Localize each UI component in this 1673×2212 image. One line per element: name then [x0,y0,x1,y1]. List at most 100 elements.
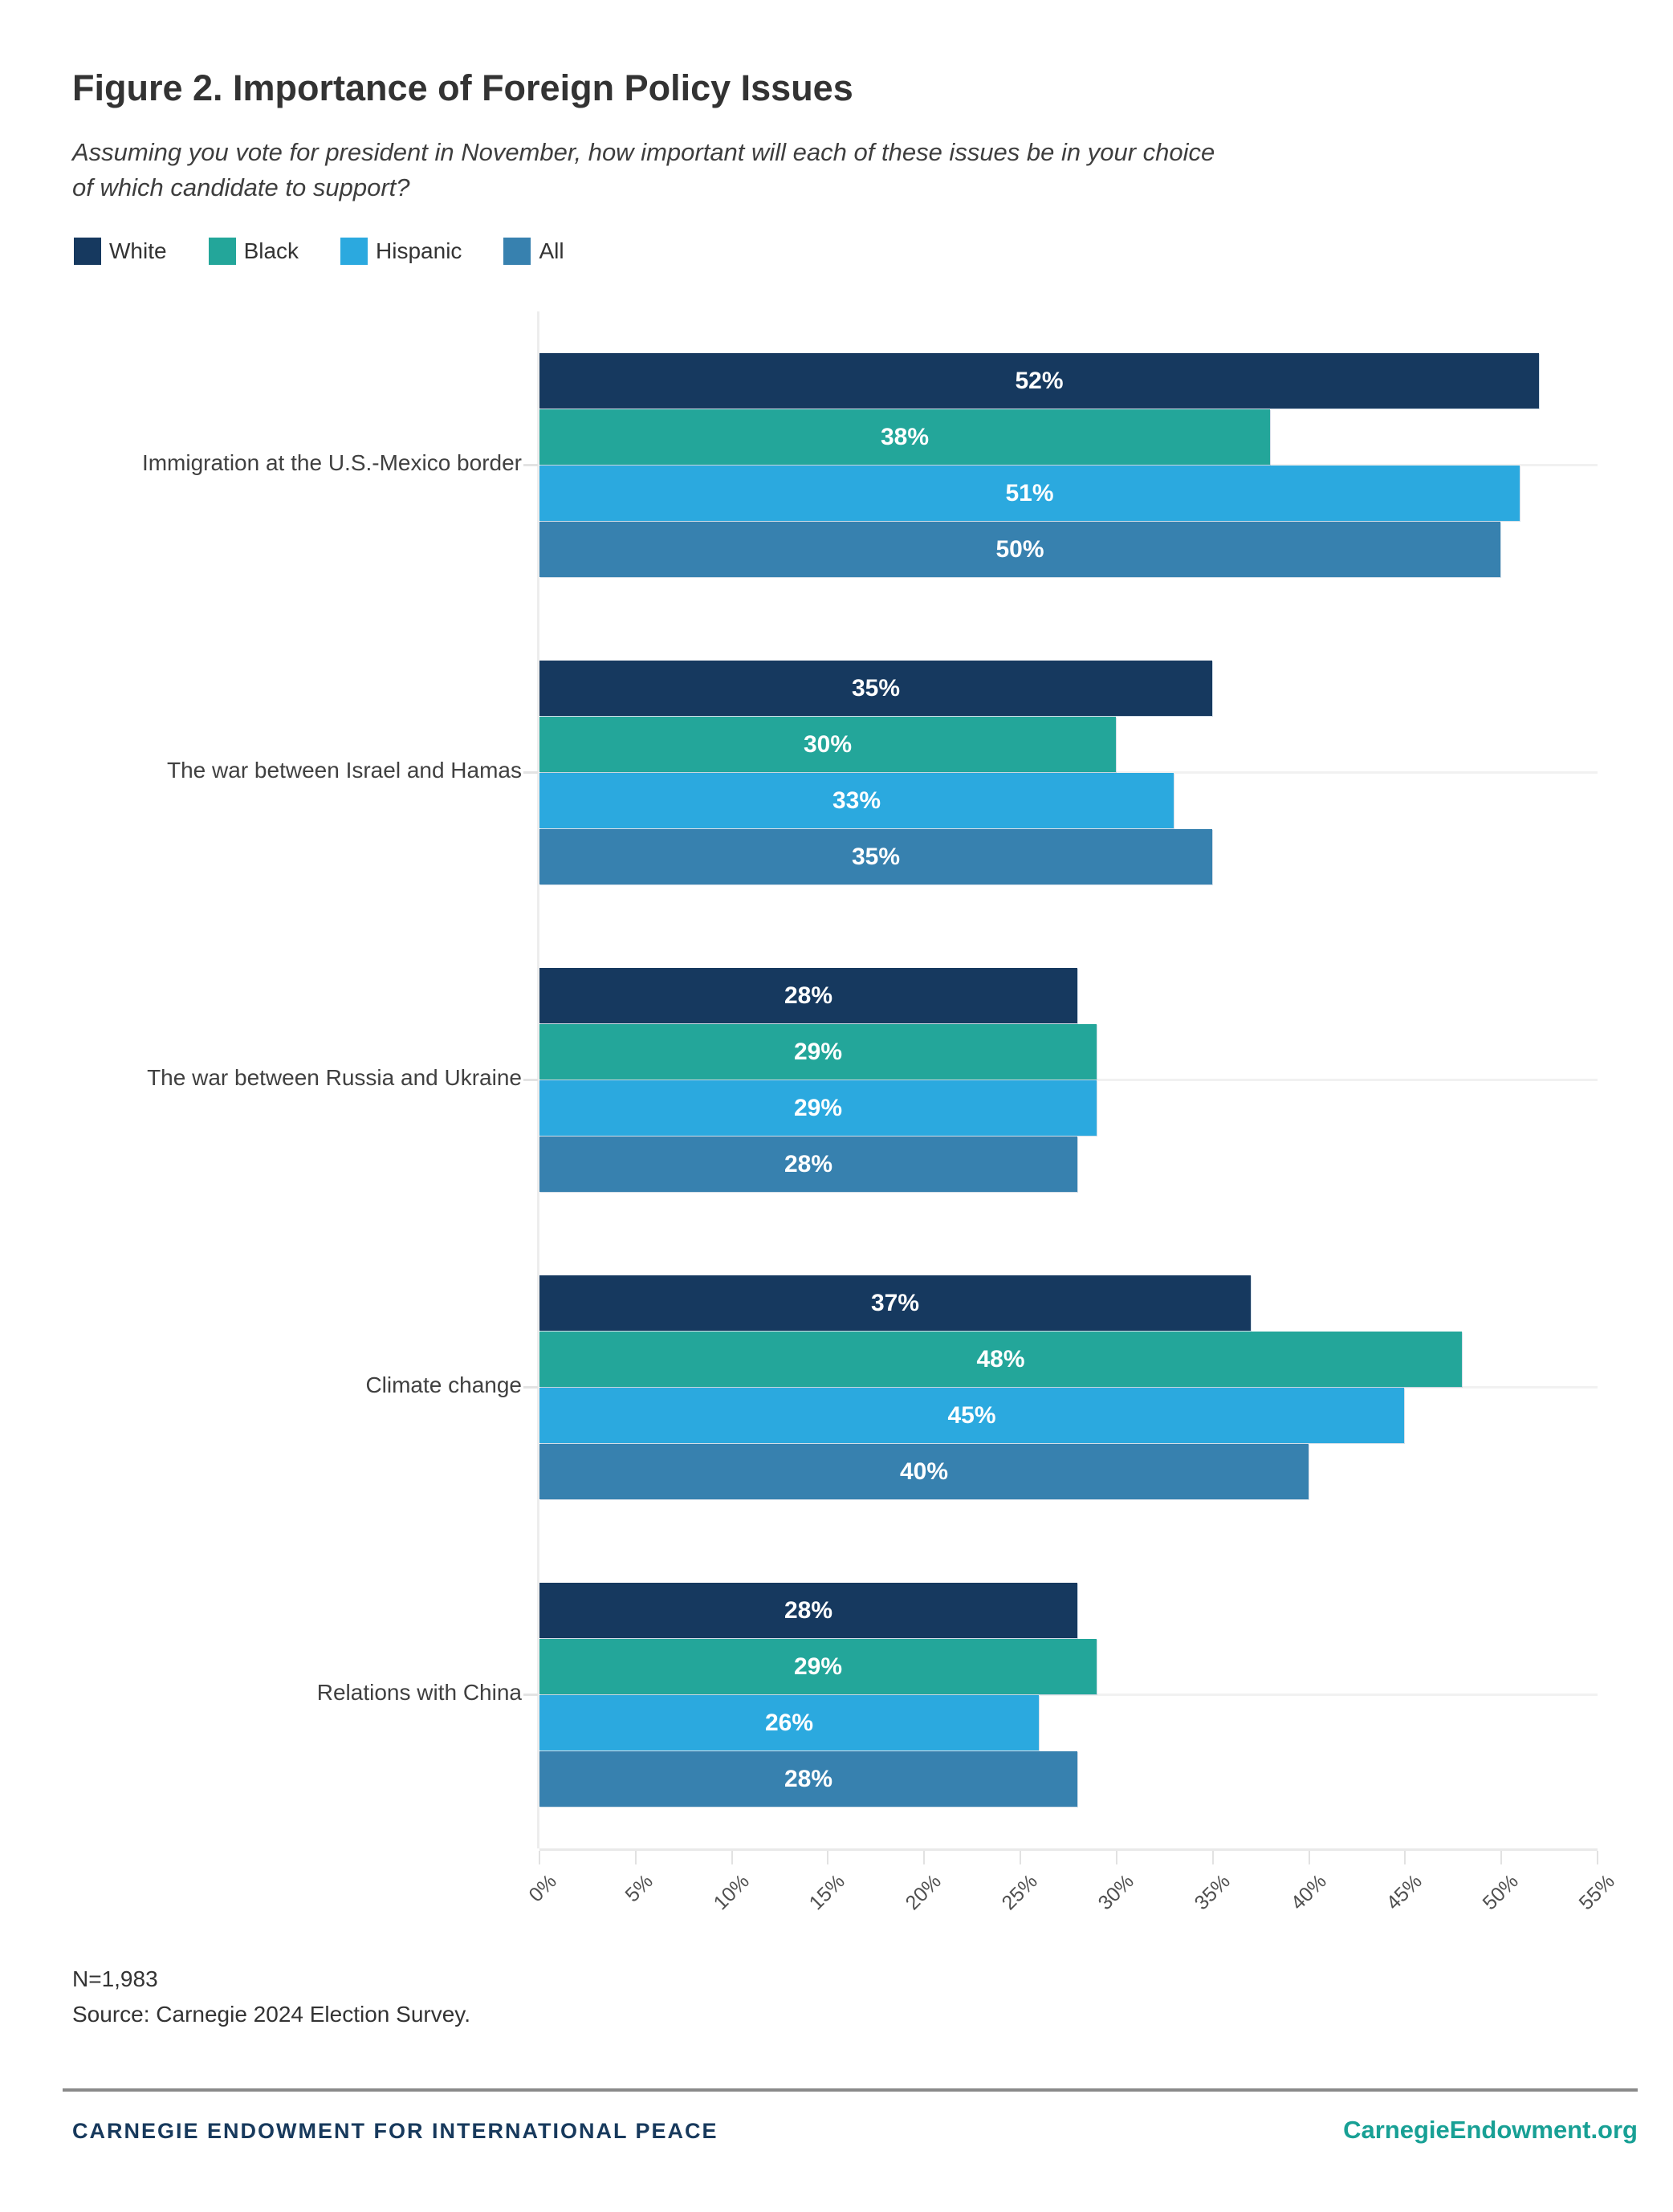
x-axis-tick-label: 55% [1574,1870,1619,1915]
bar-value-label: 35% [851,844,901,870]
x-axis-tick-label: 45% [1382,1870,1427,1915]
legend-label: Black [243,238,299,263]
bar-black: 38% [539,409,1270,465]
category-gridline [539,771,1598,774]
legend-label: All [539,238,564,263]
bar-all: 35% [539,829,1212,884]
x-axis-tick [635,1851,637,1864]
x-axis-tick-label: 35% [1190,1870,1235,1915]
bar-white: 28% [539,968,1077,1023]
category-label: Climate change [365,1372,522,1397]
x-axis-tick-label: 10% [709,1870,754,1915]
bar-all: 28% [539,1136,1077,1192]
x-axis-tick [1404,1851,1406,1864]
bar-value-label: 29% [793,1095,843,1121]
bar-value-label: 51% [1005,480,1054,506]
legend-label: Hispanic [376,238,462,263]
bar-value-label: 28% [784,1597,833,1624]
category-row: The war between Israel and Hamas 35% 30% 33… [0,619,1673,926]
bar-hispanic: 33% [539,773,1174,828]
legend-swatch-icon [74,238,101,265]
subtitle-line-1: Assuming you vote for president in Novem… [72,138,1215,166]
x-axis-tick [1500,1851,1502,1864]
category-gridline [539,1386,1598,1389]
subtitle-line-2: of which candidate to support? [72,173,410,201]
bar-all: 50% [539,522,1500,577]
bar-white: 28% [539,1583,1077,1638]
category-label: The war between Russia and Ukraine [147,1065,522,1090]
bar-hispanic: 29% [539,1080,1097,1136]
bar-value-label: 28% [784,1151,833,1177]
bar-black: 29% [539,1024,1097,1080]
x-axis-tick-label: 50% [1478,1870,1523,1915]
legend-item-white: White [74,238,167,265]
x-axis-tick [1309,1851,1310,1864]
x-axis-tick-label: 5% [621,1870,657,1907]
footer-website-link[interactable]: CarnegieEndowment.org [1343,2116,1638,2144]
x-axis-tick-label: 25% [997,1870,1042,1915]
source-note: Source: Carnegie 2024 Election Survey. [72,2002,470,2027]
bar-value-label: 29% [793,1653,843,1680]
category-label: Relations with China [316,1680,522,1705]
legend-label: White [109,238,167,263]
bar-value-label: 45% [947,1402,996,1429]
bar-value-label: 52% [1015,368,1064,394]
legend-item-all: All [503,238,564,265]
bar-value-label: 48% [976,1346,1025,1372]
legend-swatch-icon [503,238,531,265]
x-axis-tick [1212,1851,1214,1864]
category-row: Climate change 37% 48% 45% 40% [0,1234,1673,1541]
x-axis-tick [1597,1851,1598,1864]
page-footer: CARNEGIE ENDOWMENT FOR INTERNATIONAL PEA… [72,2116,1638,2145]
category-gridline [539,464,1598,466]
bar-all: 28% [539,1751,1077,1807]
category-row: Relations with China 28% 29% 26% 28% [0,1541,1673,1848]
bar-value-label: 37% [870,1290,920,1316]
x-axis-tick [731,1851,733,1864]
bar-chart: Immigration at the U.S.-Mexico border 52%… [0,311,1673,1997]
legend-item-black: Black [208,238,299,265]
y-axis-tick [523,1079,538,1081]
category-gridline [539,1079,1598,1081]
bar-value-label: 30% [803,731,853,758]
bar-white: 35% [539,661,1212,716]
legend-item-hispanic: Hispanic [340,238,462,265]
category-label: The war between Israel and Hamas [167,758,522,783]
bar-white: 52% [539,353,1539,409]
x-axis-tick-label: 0% [524,1870,561,1907]
bar-value-label: 38% [880,424,930,450]
y-axis-tick [523,1694,538,1696]
footer-divider [63,2088,1638,2092]
bar-white: 37% [539,1275,1251,1331]
bar-value-label: 28% [784,1766,833,1792]
bar-value-label: 50% [995,536,1044,563]
x-axis-tick-label: 40% [1286,1870,1331,1915]
legend-swatch-icon [340,238,368,265]
x-axis-line [539,1848,1598,1851]
bar-value-label: 29% [793,1039,843,1065]
category-row: Immigration at the U.S.-Mexico border 52%… [0,311,1673,619]
legend: White Black Hispanic All [74,238,564,265]
y-axis-tick [523,464,538,466]
x-axis-tick [923,1851,925,1864]
x-axis-tick-label: 20% [901,1870,946,1915]
bar-hispanic: 51% [539,466,1520,521]
figure-title: Figure 2. Importance of Foreign Policy I… [72,67,853,108]
bar-hispanic: 26% [539,1695,1039,1750]
bar-value-label: 40% [899,1458,949,1485]
chart-notes: N=1,983 Source: Carnegie 2024 Election S… [72,1962,470,2032]
y-axis-tick [523,771,538,774]
bar-black: 30% [539,717,1116,772]
x-axis-tick [1116,1851,1117,1864]
legend-swatch-icon [208,238,236,265]
y-axis-line [537,311,539,1848]
x-axis-tick [827,1851,828,1864]
bar-black: 29% [539,1639,1097,1694]
footer-organization: CARNEGIE ENDOWMENT FOR INTERNATIONAL PEA… [72,2119,718,2143]
bar-black: 48% [539,1332,1462,1387]
x-axis-tick-label: 15% [804,1870,849,1915]
figure-subtitle: Assuming you vote for president in Novem… [72,135,1215,205]
bar-all: 40% [539,1444,1309,1499]
x-axis-tick [1020,1851,1021,1864]
